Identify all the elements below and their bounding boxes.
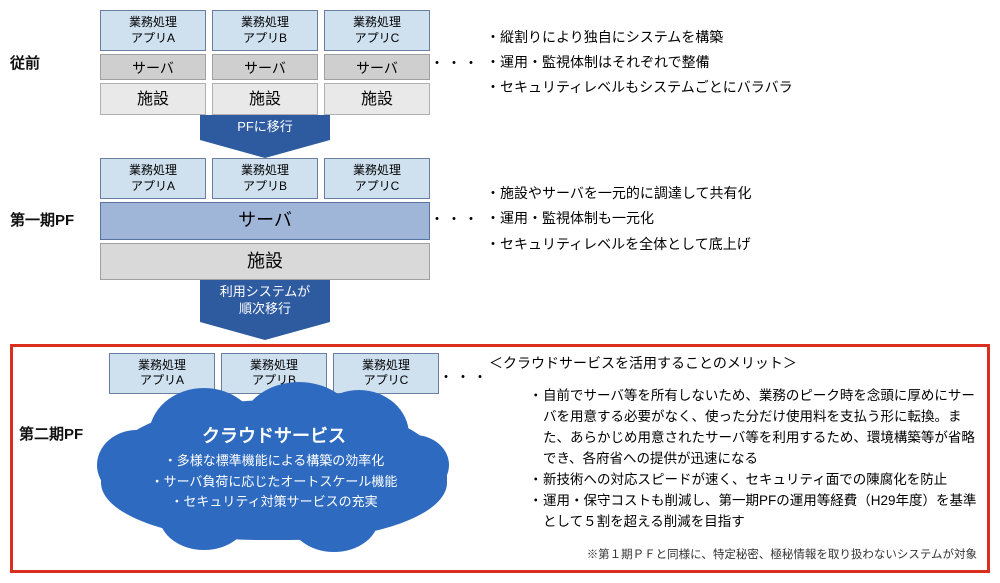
phase2-outline: 第二期PF 業務処理 アプリA 業務処理 アプリB 業務処理 アプリC — [10, 344, 990, 573]
p1-site-wide: 施設 — [100, 243, 430, 280]
app-box-a: 業務処理 アプリA — [100, 10, 206, 51]
cloud-line-2: ・サーバ負荷に応じたオートスケール機能 — [109, 472, 439, 493]
stage-phase2-diagram: 業務処理 アプリA 業務処理 アプリB 業務処理 アプリC — [109, 353, 439, 540]
phase2-bullets: 自前でサーバ等を所有しないため、業務のピーク時を念頭に厚めにサーバを用意する必要… — [489, 386, 981, 532]
p2-app-c-l1: 業務処理 — [362, 358, 410, 372]
app-a-line1: 業務処理 — [129, 15, 177, 29]
stage-before-diagram: 業務処理 アプリA サーバ 施設 業務処理 アプリB サーバ 施設 業務処理 ア… — [100, 10, 430, 115]
p2-app-a-l2: アプリA — [140, 373, 184, 387]
stage-phase2-dots: ・・・ — [439, 353, 489, 387]
p1-app-c-l1: 業務処理 — [353, 163, 401, 177]
stage-before-dots: ・・・ — [430, 53, 480, 73]
s1-bullet-3: セキュリティレベルもシステムごとにバラバラ — [486, 75, 990, 100]
s2-bullet-3: セキュリティレベルを全体として底上げ — [486, 232, 990, 257]
p2-app-c-l2: アプリC — [364, 373, 409, 387]
stage-phase2-label: 第二期PF — [19, 353, 109, 444]
stage-phase1-bullets: 施設やサーバを一元的に調達して共有化 運用・監視体制も一元化 セキュリティレベル… — [480, 181, 990, 257]
server-box-b: サーバ — [212, 54, 318, 80]
app-box-c: 業務処理 アプリC — [324, 10, 430, 51]
arrow2-head-icon — [200, 322, 330, 340]
p2-app-a-l1: 業務処理 — [138, 358, 186, 372]
stage-phase1-dots: ・・・ — [430, 209, 480, 229]
p1-app-c-l2: アプリC — [355, 179, 400, 193]
p1-app-b: 業務処理 アプリB — [212, 158, 318, 199]
s3-bullet-1: 自前でサーバ等を所有しないため、業務のピーク時を念頭に厚めにサーバを用意する必要… — [529, 386, 981, 470]
site-box-a: 施設 — [100, 83, 206, 115]
arrow1-head-icon — [200, 140, 330, 158]
stage-before: 従前 業務処理 アプリA サーバ 施設 業務処理 アプリB サーバ 施設 — [10, 10, 990, 115]
stage-phase2: 第二期PF 業務処理 アプリA 業務処理 アプリB 業務処理 アプリC — [19, 353, 981, 562]
cloud-title: クラウドサービス — [109, 422, 439, 451]
app-box-b: 業務処理 アプリB — [212, 10, 318, 51]
p1-app-a-l2: アプリA — [131, 179, 175, 193]
p1-app-b-l2: アプリB — [243, 179, 287, 193]
app-c-line2: アプリC — [355, 31, 400, 45]
s3-bullet-3: 運用・保守コストも削減し、第一期PFの運用等経費（H29年度）を基準として５割を… — [529, 491, 981, 533]
server-box-a: サーバ — [100, 54, 206, 80]
p1-app-a: 業務処理 アプリA — [100, 158, 206, 199]
stage-phase1-diagram: 業務処理 アプリA 業務処理 アプリB 業務処理 アプリC サーバ 施設 — [100, 158, 430, 280]
site-box-b: 施設 — [212, 83, 318, 115]
app-b-line1: 業務処理 — [241, 15, 289, 29]
p2-app-c: 業務処理 アプリC — [333, 353, 439, 394]
stack-b: 業務処理 アプリB サーバ 施設 — [212, 10, 318, 115]
arrow2-l2: 順次移行 — [239, 301, 291, 316]
s1-bullet-1: 縦割りにより独自にシステムを構築 — [486, 25, 990, 50]
arrow-to-pf: PFに移行 — [100, 115, 430, 158]
app-c-line1: 業務処理 — [353, 15, 401, 29]
phase2-merits: ＜クラウドサービスを活用することのメリット＞ 自前でサーバ等を所有しないため、業… — [489, 353, 981, 562]
arrow2-label: 利用システムが 順次移行 — [200, 280, 330, 322]
app-a-line2: アプリA — [131, 31, 175, 45]
s2-bullet-1: 施設やサーバを一元的に調達して共有化 — [486, 181, 990, 206]
merit-title: ＜クラウドサービスを活用することのメリット＞ — [489, 353, 981, 373]
cloud-line-1: ・多様な標準機能による構築の効率化 — [109, 451, 439, 472]
cloud-line-3: ・セキュリティ対策サービスの充実 — [109, 492, 439, 513]
arrow2-l1: 利用システムが — [220, 284, 311, 299]
cloud-service-icon: クラウドサービス ・多様な標準機能による構築の効率化 ・サーバ負荷に応じたオート… — [109, 390, 439, 540]
stage-before-label: 従前 — [10, 52, 100, 73]
site-box-c: 施設 — [324, 83, 430, 115]
phase2-footnote: ※第１期ＰＦと同様に、特定秘密、極秘情報を取り扱わないシステムが対象 — [489, 546, 981, 562]
server-box-c: サーバ — [324, 54, 430, 80]
s2-bullet-2: 運用・監視体制も一元化 — [486, 206, 990, 231]
stack-a: 業務処理 アプリA サーバ 施設 — [100, 10, 206, 115]
p2-app-b-l1: 業務処理 — [250, 358, 298, 372]
stage-before-bullets: 縦割りにより独自にシステムを構築 運用・監視体制はそれぞれで整備 セキュリティレ… — [480, 25, 990, 101]
stage-phase1-label: 第一期PF — [10, 209, 100, 230]
p1-app-c: 業務処理 アプリC — [324, 158, 430, 199]
stage-phase1: 第一期PF 業務処理 アプリA 業務処理 アプリB 業務処理 アプリC サーバ … — [10, 158, 990, 280]
p1-app-a-l1: 業務処理 — [129, 163, 177, 177]
s1-bullet-2: 運用・監視体制はそれぞれで整備 — [486, 50, 990, 75]
stack-c: 業務処理 アプリC サーバ 施設 — [324, 10, 430, 115]
app-b-line2: アプリB — [243, 31, 287, 45]
s3-bullet-2: 新技術への対応スピードが速く、セキュリティ面での陳腐化を防止 — [529, 470, 981, 491]
arrow1-label: PFに移行 — [200, 115, 330, 140]
p1-app-b-l1: 業務処理 — [241, 163, 289, 177]
p1-server-wide: サーバ — [100, 202, 430, 239]
arrow-to-phase2: 利用システムが 順次移行 — [100, 280, 430, 340]
